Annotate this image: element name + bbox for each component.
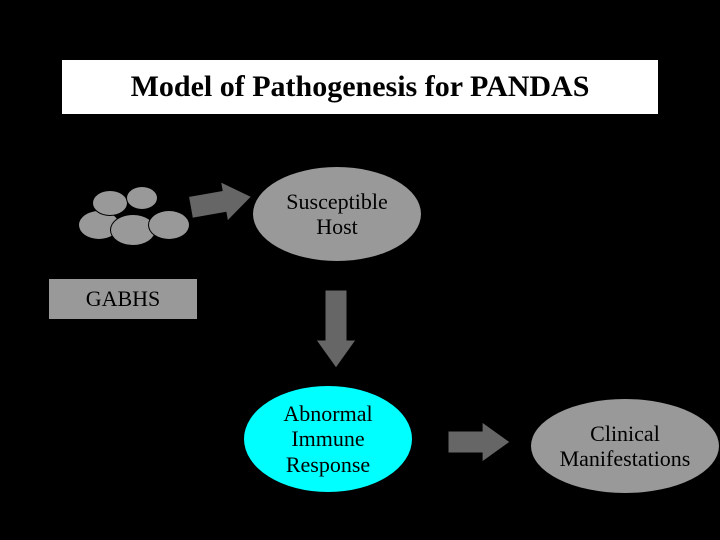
arrow-susceptible-to-abnormal [316, 290, 356, 368]
node-abnormal: Abnormal Immune Response [243, 385, 413, 493]
node-gabhs: GABHS [48, 278, 198, 320]
node-susceptible: Susceptible Host [252, 166, 422, 262]
arrow-cluster-to-susceptible [187, 177, 255, 227]
gabhs-cluster-icon [70, 180, 190, 250]
diagram-stage: Model of Pathogenesis for PANDAS GABHS S… [0, 0, 720, 540]
arrow-abnormal-to-clinical [448, 422, 510, 462]
diagram-title: Model of Pathogenesis for PANDAS [62, 60, 658, 114]
node-clinical: Clinical Manifestations [530, 398, 720, 494]
